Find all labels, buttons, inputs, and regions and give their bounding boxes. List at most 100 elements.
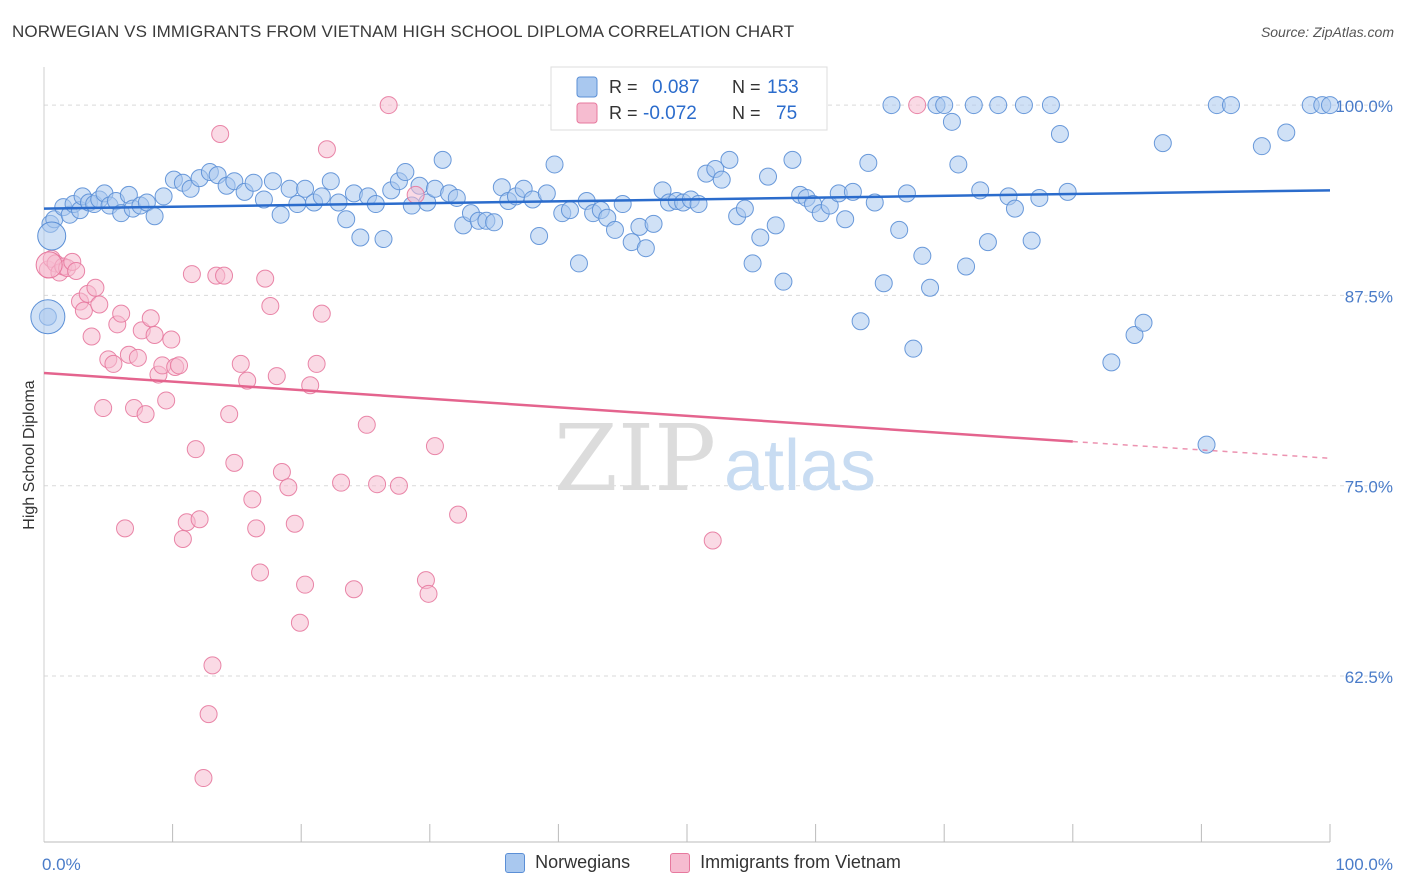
vietnam-point <box>190 510 209 529</box>
y-tick-label: 100.0% <box>1335 97 1393 116</box>
norwegian-point <box>1277 123 1296 142</box>
chart-title: NORWEGIAN VS IMMIGRANTS FROM VIETNAM HIG… <box>12 22 795 41</box>
norwegian-point <box>613 195 632 214</box>
vietnam-point <box>344 580 363 599</box>
norwegian-point <box>605 220 624 239</box>
vietnam-point <box>238 371 257 390</box>
norwegian-point <box>1014 96 1033 115</box>
vietnam-point <box>86 278 105 297</box>
vietnam-point <box>449 505 468 524</box>
vietnam-point <box>116 519 135 538</box>
bottom-legend: Norwegians Immigrants from Vietnam <box>0 852 1406 873</box>
y-tick-label: 62.5% <box>1345 668 1393 687</box>
vietnam-point <box>112 304 131 323</box>
norwegian-point <box>280 179 299 198</box>
norwegian-point <box>254 190 273 209</box>
norwegian-point <box>636 239 655 258</box>
vietnam-point <box>251 563 270 582</box>
vietnam-point <box>82 327 101 346</box>
vietnam-point <box>243 490 262 509</box>
norwegian-point <box>396 163 415 182</box>
norwegian-point <box>271 205 290 224</box>
vietnam-point <box>357 415 376 434</box>
norwegian-point <box>1197 435 1216 454</box>
vietnam-point <box>35 251 63 279</box>
vietnam-point <box>74 301 93 320</box>
vietnam-point <box>128 348 147 367</box>
norwegian-point <box>897 184 916 203</box>
y-tick-label: 87.5% <box>1345 287 1393 306</box>
vietnam-point <box>332 473 351 492</box>
vietnam-point <box>406 185 425 204</box>
norwegian-point <box>766 216 785 235</box>
norwegian-point <box>890 220 909 239</box>
norwegian-point <box>485 213 504 232</box>
norwegian-point <box>1125 325 1144 344</box>
vietnam-point <box>247 519 266 538</box>
norwegian-point <box>1005 199 1024 218</box>
vietnam-point <box>379 96 398 115</box>
norwegian-point <box>1252 137 1271 156</box>
vietnam-point <box>290 613 309 632</box>
norwegian-point <box>949 155 968 174</box>
stats-legend-r-label: R = <box>609 103 638 123</box>
norwegian-point <box>569 254 588 273</box>
stats-legend-n-value: 153 <box>767 77 799 98</box>
norwegian-point <box>735 199 754 218</box>
stats-legend-r-label: R = <box>609 77 638 97</box>
vietnam-trend-line-extension <box>1072 440 1331 460</box>
vietnam-point <box>136 405 155 424</box>
vietnam-point <box>368 475 387 494</box>
vietnam-point <box>307 354 326 373</box>
watermark-atlas: atlas <box>724 426 876 506</box>
y-axis-label: High School Diploma <box>21 380 38 530</box>
vietnam-point <box>104 354 123 373</box>
legend-swatch-blue <box>505 852 526 873</box>
legend-swatch-pink <box>670 852 691 873</box>
stats-legend: R = 0.087 N = 153 R = -0.072 N = 75 <box>550 66 828 131</box>
norwegian-point <box>751 228 770 247</box>
vietnam-point <box>908 96 927 115</box>
vietnam-point <box>317 140 336 159</box>
vietnam-point <box>67 262 86 281</box>
watermark: ZIP atlas <box>554 405 876 512</box>
watermark-zip: ZIP <box>554 405 716 512</box>
tick-labels: 100.0% 87.5% 75.0% 62.5% 0.0% 100.0% <box>42 97 1393 874</box>
vietnam-point <box>296 575 315 594</box>
norwegian-point <box>712 170 731 189</box>
stats-legend-r-value: -0.072 <box>643 103 697 124</box>
norwegian-point <box>1022 231 1041 250</box>
norwegian-point <box>1058 182 1077 201</box>
norwegian-point <box>1102 353 1121 372</box>
stats-legend-blue-swatch <box>576 76 598 98</box>
vietnam-point <box>261 297 280 316</box>
vietnam-point <box>215 266 234 285</box>
axes <box>43 67 1331 843</box>
norwegian-trend-line <box>43 189 1331 210</box>
norwegian-point <box>989 96 1008 115</box>
norwegian-point <box>433 150 452 169</box>
vietnam-point <box>162 330 181 349</box>
vietnam-point <box>182 265 201 284</box>
norwegian-point <box>30 299 66 335</box>
vietnam-point <box>419 584 438 603</box>
stats-legend-n-label: N = <box>732 103 761 123</box>
legend-label-norwegians: Norwegians <box>535 852 631 872</box>
vietnam-point <box>145 325 164 344</box>
vietnam-point <box>203 656 222 675</box>
vietnam-point <box>173 530 192 549</box>
x-tick-label: 100.0% <box>1335 855 1393 874</box>
vietnam-point <box>703 531 722 550</box>
norwegian-point <box>836 210 855 229</box>
norwegian-point <box>913 246 932 265</box>
norwegian-point <box>37 221 67 251</box>
norwegian-point <box>560 201 579 220</box>
stats-legend-r-value: 0.087 <box>652 77 700 98</box>
norwegian-point <box>296 179 315 198</box>
norwegian-point <box>530 227 549 246</box>
vietnam-point <box>225 453 244 472</box>
norwegian-point <box>1050 124 1069 143</box>
norwegian-point <box>935 96 954 115</box>
norwegian-point <box>904 339 923 358</box>
